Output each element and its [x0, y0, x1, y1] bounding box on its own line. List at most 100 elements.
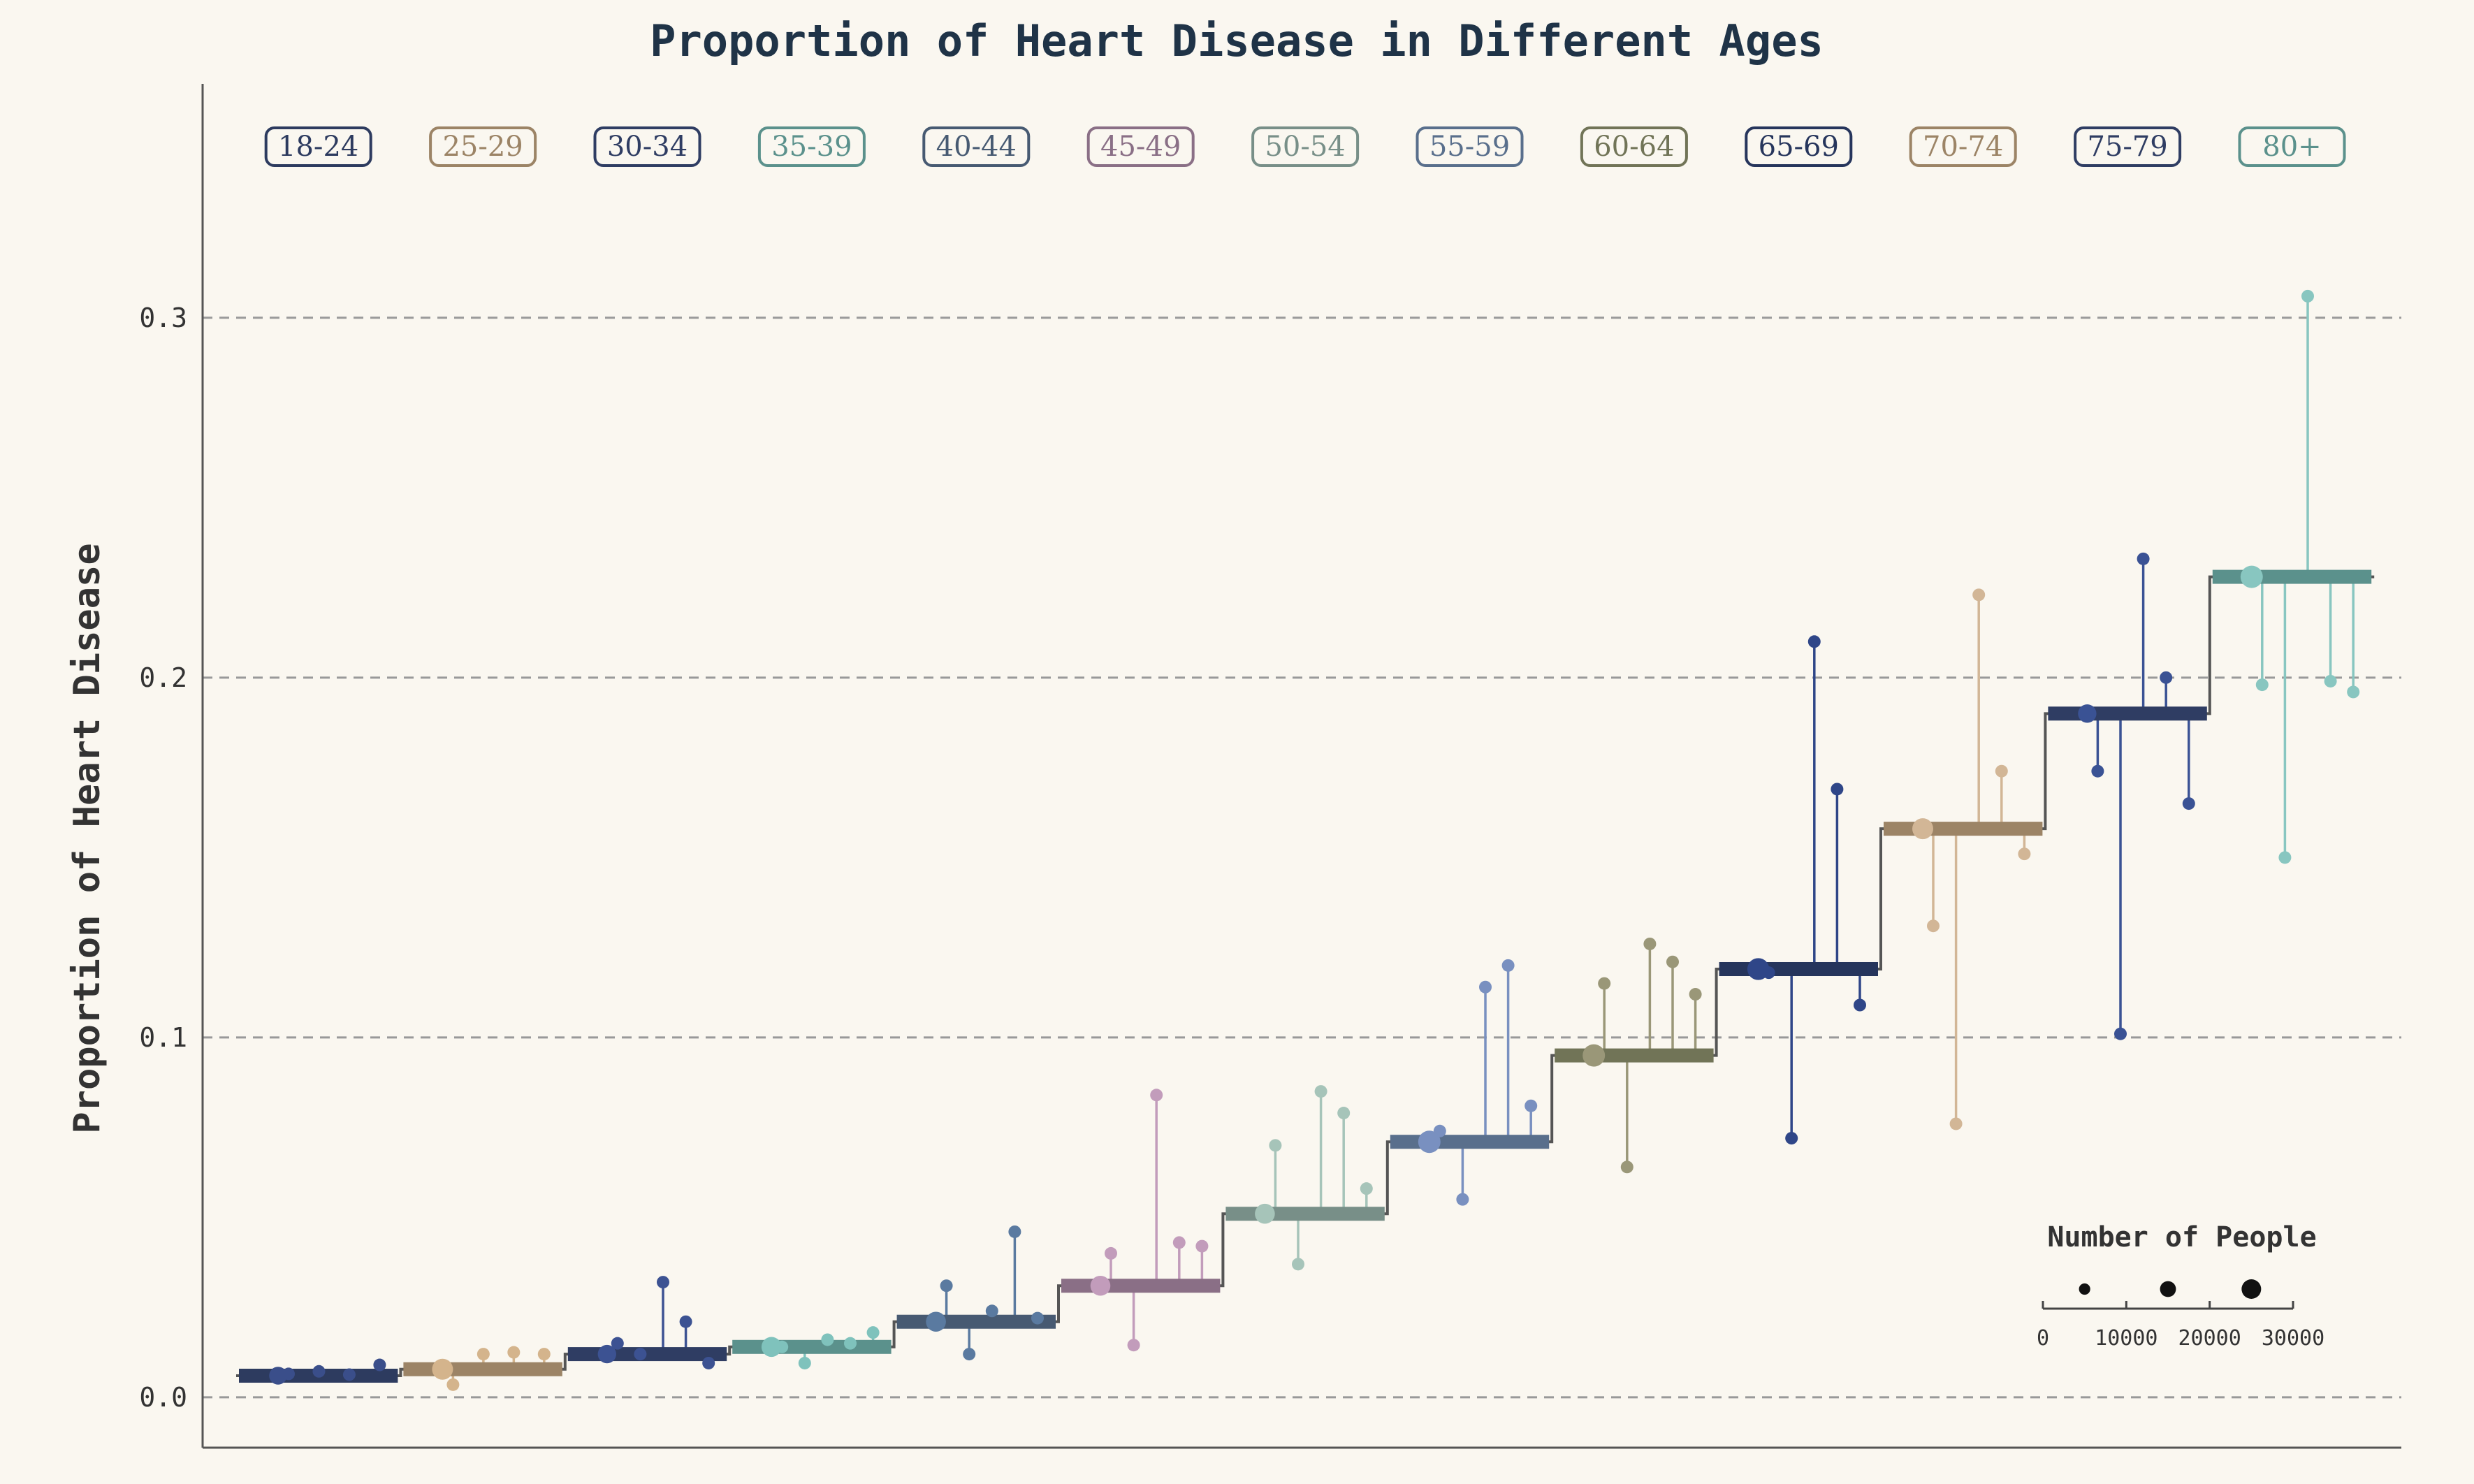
mean-point-60-64	[1582, 1044, 1606, 1067]
point-60-64	[1643, 937, 1657, 950]
point-45-49	[1195, 1239, 1209, 1253]
point-80+	[2301, 289, 2314, 303]
category-label-text: 75-79	[2087, 131, 2167, 163]
mean-point-35-39	[761, 1337, 782, 1358]
point-70-74	[1927, 919, 1940, 933]
point-55-59	[1501, 959, 1515, 972]
category-label-text: 30-34	[607, 131, 687, 163]
mean-bar-25-29	[403, 1362, 562, 1376]
category-label-box	[593, 126, 701, 167]
y-tick-label: 0.1	[139, 1022, 187, 1053]
category-label-18-24: 18-24	[264, 126, 372, 167]
point-45-49	[1105, 1246, 1117, 1260]
point-30-34	[634, 1348, 647, 1361]
size-legend-tick-label: 20000	[2178, 1326, 2241, 1351]
gridlines	[203, 317, 2401, 1399]
mean-bar-60-64	[1555, 1048, 1714, 1063]
category-label-75-79: 75-79	[2074, 126, 2182, 167]
category-label-box	[2074, 126, 2182, 167]
mean-bar-80+	[2212, 569, 2372, 584]
point-40-44	[940, 1279, 953, 1293]
stems	[287, 296, 2355, 1385]
mean-point-45-49	[1090, 1275, 1111, 1296]
point-35-39	[798, 1356, 811, 1369]
mean-bar-70-74	[1884, 822, 2043, 836]
data-points	[269, 289, 2360, 1391]
point-18-24	[312, 1365, 326, 1378]
size-legend: Number of People 0 10000 20000 30000	[2037, 1221, 2324, 1351]
point-50-54	[1337, 1107, 1351, 1120]
point-70-74	[1972, 588, 1986, 602]
category-label-box	[1251, 126, 1360, 167]
point-45-49	[1172, 1236, 1186, 1249]
point-80+	[2278, 851, 2292, 864]
mean-bar-30-34	[567, 1347, 727, 1362]
point-80+	[2255, 678, 2269, 692]
category-label-text: 70-74	[1923, 131, 2003, 163]
point-75-79	[2091, 764, 2104, 778]
point-30-34	[702, 1356, 715, 1369]
category-label-box	[2238, 126, 2346, 167]
category-label-text: 40-44	[936, 131, 1017, 163]
category-label-text: 80+	[2262, 131, 2321, 163]
point-65-69	[1831, 783, 1844, 796]
point-60-64	[1666, 955, 1679, 968]
mean-point-55-59	[1418, 1130, 1441, 1154]
point-70-74	[2018, 848, 2031, 861]
category-labels: 18-24 25-29 30-34 35-39 40-44 45-49 50-54 55-59…	[264, 126, 2346, 167]
category-label-text: 65-69	[1759, 131, 1839, 163]
point-65-69	[1785, 1132, 1798, 1145]
point-18-24	[373, 1358, 386, 1372]
category-label-box	[1086, 126, 1195, 167]
mean-point-50-54	[1255, 1203, 1275, 1224]
point-18-24	[342, 1368, 356, 1381]
mean-bar-75-79	[2048, 706, 2207, 721]
point-30-34	[657, 1276, 669, 1289]
point-45-49	[1150, 1089, 1163, 1102]
size-legend-title: Number of People	[2047, 1221, 2316, 1253]
category-label-30-34: 30-34	[593, 126, 701, 167]
mean-point-75-79	[2078, 704, 2097, 723]
step-line-path	[236, 575, 2375, 1377]
y-tick-label: 0.2	[139, 662, 187, 693]
y-axis-label: Proportion of Heart Disease	[66, 543, 108, 1133]
category-label-box	[429, 126, 537, 167]
point-50-54	[1292, 1258, 1304, 1271]
point-50-54	[1360, 1182, 1373, 1195]
mean-point-80+	[2240, 565, 2263, 588]
mean-point-25-29	[432, 1358, 453, 1380]
category-label-65-69: 65-69	[1745, 126, 1853, 167]
point-35-39	[844, 1337, 857, 1350]
mean-point-30-34	[597, 1344, 616, 1364]
category-label-60-64: 60-64	[1580, 126, 1688, 167]
point-55-59	[1525, 1099, 1538, 1112]
axes	[201, 84, 2401, 1449]
mean-bar-55-59	[1390, 1135, 1550, 1149]
point-50-54	[1269, 1139, 1282, 1152]
category-label-35-39: 35-39	[757, 126, 866, 167]
mean-point-65-69	[1747, 958, 1770, 980]
point-45-49	[1127, 1339, 1140, 1352]
mean-bars	[239, 569, 2372, 1383]
size-legend-marker	[2160, 1281, 2176, 1297]
category-label-text: 55-59	[1429, 131, 1510, 163]
point-50-54	[1314, 1085, 1327, 1098]
mean-point-40-44	[926, 1311, 946, 1332]
point-40-44	[985, 1304, 998, 1318]
point-70-74	[1949, 1117, 1963, 1130]
point-25-29	[476, 1348, 490, 1361]
size-legend-marker	[2079, 1283, 2090, 1295]
point-75-79	[2137, 552, 2150, 565]
point-75-79	[2160, 671, 2173, 684]
category-label-box	[1580, 126, 1688, 167]
point-75-79	[2182, 797, 2195, 810]
mean-point-18-24	[269, 1367, 287, 1385]
point-55-59	[1456, 1193, 1469, 1206]
point-25-29	[537, 1348, 551, 1361]
point-25-29	[446, 1378, 460, 1391]
category-label-80+: 80+	[2238, 126, 2346, 167]
point-65-69	[1854, 998, 1866, 1012]
category-label-box	[1909, 126, 2017, 167]
point-65-69	[1807, 635, 1821, 648]
category-label-55-59: 55-59	[1416, 126, 1524, 167]
